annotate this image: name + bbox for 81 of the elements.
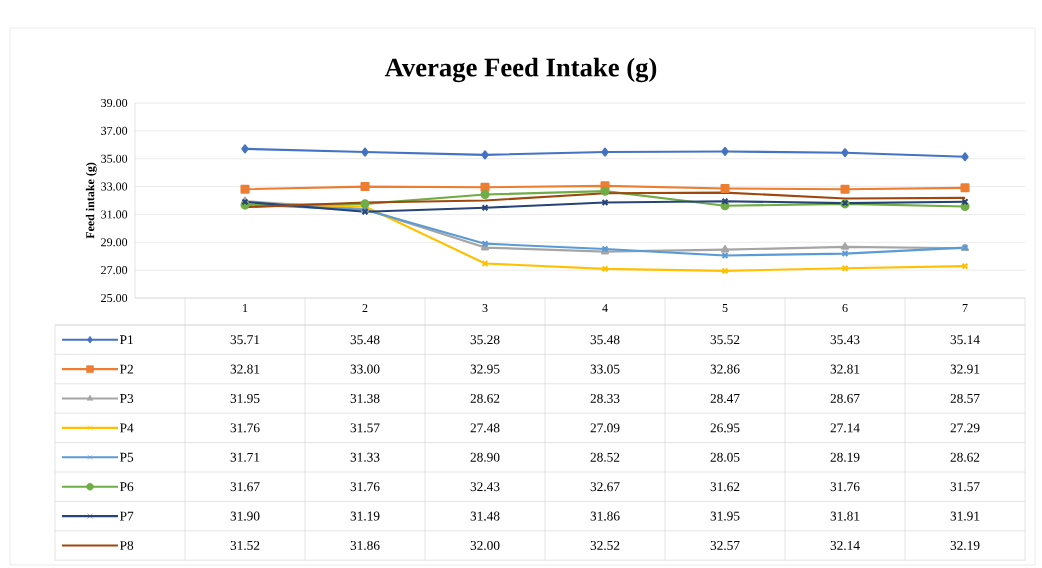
legend-label: P8 [119, 541, 134, 550]
x-tick-label: 2 [362, 304, 368, 312]
data-label: 31.57 [950, 482, 980, 492]
y-axis-title: Feed intake (g) [85, 162, 97, 239]
chart-title: Average Feed Intake (g) [384, 57, 657, 83]
legend-label: P6 [119, 482, 134, 492]
data-label: 31.19 [350, 511, 380, 521]
data-label: 31.38 [350, 393, 380, 404]
data-label: 35.48 [590, 335, 620, 345]
data-label: 31.90 [230, 511, 260, 521]
legend-label: P7 [119, 511, 134, 521]
data-label: 31.76 [350, 482, 380, 492]
y-tick-label: 35.00 [101, 154, 128, 163]
data-label: 28.67 [830, 393, 860, 404]
data-label: 28.19 [830, 452, 860, 462]
data-label: 32.91 [950, 364, 980, 374]
data-label: 31.71 [230, 452, 260, 462]
data-label: 31.91 [950, 511, 980, 521]
x-tick-label: 6 [842, 304, 848, 313]
data-label: 31.81 [830, 511, 860, 521]
y-tick-label: 33.00 [101, 182, 128, 191]
data-label: 28.62 [470, 393, 500, 404]
y-tick-label: 25.00 [101, 293, 128, 303]
data-label: 32.57 [710, 541, 740, 551]
data-label: 32.67 [590, 482, 620, 492]
legend-label: P3 [119, 394, 134, 403]
data-label: 31.86 [350, 540, 380, 551]
x-tick-label: 5 [722, 304, 728, 313]
y-tick-label: 29.00 [101, 238, 128, 247]
data-label: 31.86 [590, 511, 620, 521]
data-label: 31.33 [350, 452, 380, 462]
data-label: 28.52 [590, 452, 620, 462]
data-label: 27.14 [830, 423, 860, 433]
data-label: 33.00 [350, 364, 380, 374]
data-label: 27.48 [470, 423, 500, 433]
data-label: 27.09 [590, 423, 620, 433]
data-label: 35.71 [230, 335, 260, 345]
data-label: 32.52 [590, 541, 620, 551]
data-label: 28.90 [470, 452, 500, 462]
data-label: 28.05 [710, 452, 740, 462]
data-label: 33.05 [590, 364, 620, 374]
y-tick-label: 27.00 [101, 266, 128, 275]
data-label: 35.43 [830, 335, 860, 345]
y-tick-label: 31.00 [101, 210, 128, 219]
data-label: 31.57 [350, 423, 380, 433]
data-label: 32.00 [470, 540, 500, 551]
x-tick-label: 3 [482, 304, 488, 313]
data-label: 31.95 [230, 394, 260, 404]
data-label: 27.29 [950, 423, 980, 433]
data-label: 31.76 [830, 482, 860, 492]
data-label: 28.33 [590, 393, 620, 404]
data-label: 31.62 [710, 482, 740, 492]
data-label: 32.14 [830, 541, 860, 551]
data-label: 32.95 [470, 364, 500, 374]
data-label: 31.67 [230, 482, 260, 492]
legend-label: P1 [119, 335, 133, 345]
data-label: 35.48 [350, 335, 380, 345]
y-tick-label: 39.00 [101, 98, 128, 108]
legend-label: P2 [119, 364, 133, 374]
x-tick-label: 4 [602, 304, 608, 312]
data-label: 32.19 [950, 541, 980, 551]
data-label: 31.76 [230, 423, 260, 433]
legend-label: P4 [119, 423, 134, 433]
data-label: 35.28 [470, 335, 500, 345]
data-label: 32.86 [710, 364, 740, 374]
data-label: 32.81 [230, 364, 260, 374]
data-label: 26.95 [710, 423, 740, 433]
data-label: 28.62 [950, 452, 980, 462]
legend-label: P5 [119, 452, 134, 462]
x-tick-label: 1 [243, 304, 248, 312]
data-label: 31.48 [470, 511, 500, 521]
data-label: 35.14 [950, 335, 980, 345]
data-label: 28.57 [950, 393, 980, 404]
data-label: 28.47 [710, 393, 740, 404]
data-label: 35.52 [710, 335, 740, 345]
data-label: 31.95 [710, 511, 740, 521]
x-tick-label: 7 [962, 304, 968, 312]
y-tick-label: 37.00 [101, 126, 128, 135]
data-label: 31.52 [230, 541, 260, 551]
data-label: 32.43 [470, 482, 500, 492]
data-label: 32.81 [830, 364, 860, 374]
